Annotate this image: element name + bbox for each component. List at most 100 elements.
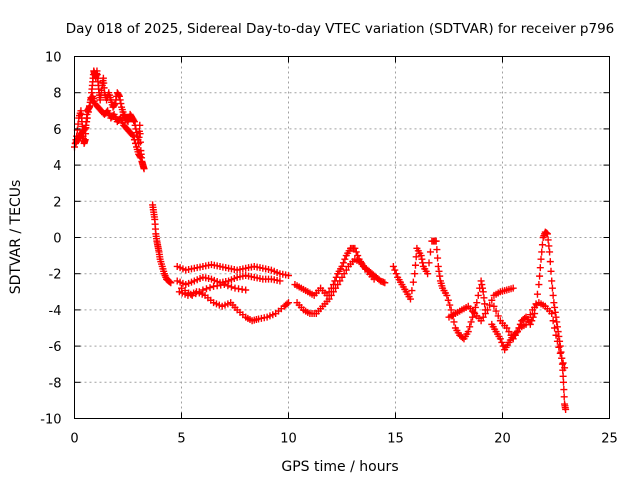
data-point — [522, 320, 530, 328]
data-point — [537, 255, 545, 263]
data-point — [481, 300, 489, 308]
data-point — [411, 270, 419, 278]
data-point — [327, 291, 335, 299]
grid — [74, 56, 610, 419]
data-point — [426, 248, 434, 256]
data-point — [559, 378, 567, 386]
data-point — [389, 262, 397, 270]
x-tick-label: 5 — [177, 432, 185, 447]
data-point — [242, 286, 250, 294]
data-point — [477, 317, 485, 325]
data-point — [558, 354, 566, 362]
series-arc-inner — [178, 281, 250, 299]
data-point — [74, 120, 82, 128]
data-point — [544, 236, 552, 244]
data-point — [551, 324, 559, 332]
x-tick-label: 20 — [494, 432, 511, 447]
data-point — [526, 311, 534, 319]
data-point — [132, 125, 140, 133]
data-point — [276, 277, 284, 285]
data-point — [285, 299, 292, 307]
series-final-band — [490, 299, 569, 372]
data-point — [81, 125, 89, 133]
data-point — [492, 307, 500, 315]
data-point — [167, 279, 175, 287]
data-point — [340, 270, 348, 278]
data-point — [434, 262, 442, 270]
series-wave-low — [293, 255, 378, 318]
data-point — [552, 331, 560, 339]
data-point — [509, 284, 517, 292]
data-point — [498, 338, 506, 346]
data-point — [561, 364, 569, 372]
data-point — [325, 295, 333, 303]
data-point — [178, 284, 185, 292]
data-point — [535, 281, 543, 289]
data-point — [559, 359, 567, 367]
data-point — [425, 259, 433, 267]
data-point — [285, 272, 292, 280]
data-point — [513, 328, 521, 336]
data-point — [556, 342, 564, 350]
y-tick-label: -6 — [49, 340, 62, 355]
data-point — [339, 259, 347, 267]
data-point — [547, 267, 555, 275]
data-point — [536, 264, 544, 272]
data-point — [536, 272, 544, 280]
data-point — [477, 277, 485, 285]
data-point — [433, 246, 441, 254]
data-point — [480, 294, 488, 302]
y-tick-label: 2 — [53, 195, 61, 210]
data-point — [185, 289, 193, 297]
data-point — [488, 296, 496, 304]
data-point — [554, 328, 562, 336]
data-point — [192, 290, 200, 298]
data-point — [334, 281, 342, 289]
data-point — [424, 270, 432, 278]
data-point — [115, 92, 123, 100]
y-tick-label: 8 — [53, 87, 61, 102]
data-point — [496, 335, 504, 343]
data-point — [434, 254, 442, 262]
data-point — [553, 318, 561, 326]
series-early-low — [72, 92, 145, 162]
y-tick-label: 6 — [53, 123, 61, 138]
x-tick-label: 10 — [280, 432, 297, 447]
data-point — [470, 308, 478, 316]
data-point — [553, 337, 561, 345]
series-wave-mid — [291, 244, 389, 299]
data-point — [73, 126, 81, 134]
data-point — [538, 248, 546, 256]
data-point — [447, 306, 455, 314]
data-point — [117, 100, 125, 108]
data-point — [418, 255, 426, 263]
data-point — [116, 96, 124, 104]
data-point — [129, 132, 137, 140]
data-point — [478, 281, 486, 289]
data-point — [546, 258, 554, 266]
data-point — [560, 393, 568, 401]
data-point — [479, 288, 487, 296]
data-point — [136, 130, 144, 138]
data-point — [436, 272, 444, 280]
data-point — [481, 310, 489, 318]
data-point — [556, 349, 564, 357]
data-point — [551, 303, 559, 311]
data-point — [341, 255, 349, 263]
data-point — [140, 165, 148, 173]
data-point — [494, 312, 502, 320]
data-point — [474, 291, 482, 299]
data-point — [524, 316, 532, 324]
x-tick-label: 15 — [387, 432, 404, 447]
series-late-band — [445, 284, 517, 325]
data-point — [329, 288, 337, 296]
y-tick-label: 4 — [53, 159, 61, 174]
data-point — [432, 237, 440, 245]
x-axis-label: GPS time / hours — [281, 459, 398, 475]
data-point — [511, 331, 519, 339]
series-drop — [149, 201, 175, 287]
data-point — [464, 328, 472, 336]
data-point — [552, 313, 560, 321]
data-point — [490, 302, 498, 310]
data-point — [224, 282, 232, 290]
